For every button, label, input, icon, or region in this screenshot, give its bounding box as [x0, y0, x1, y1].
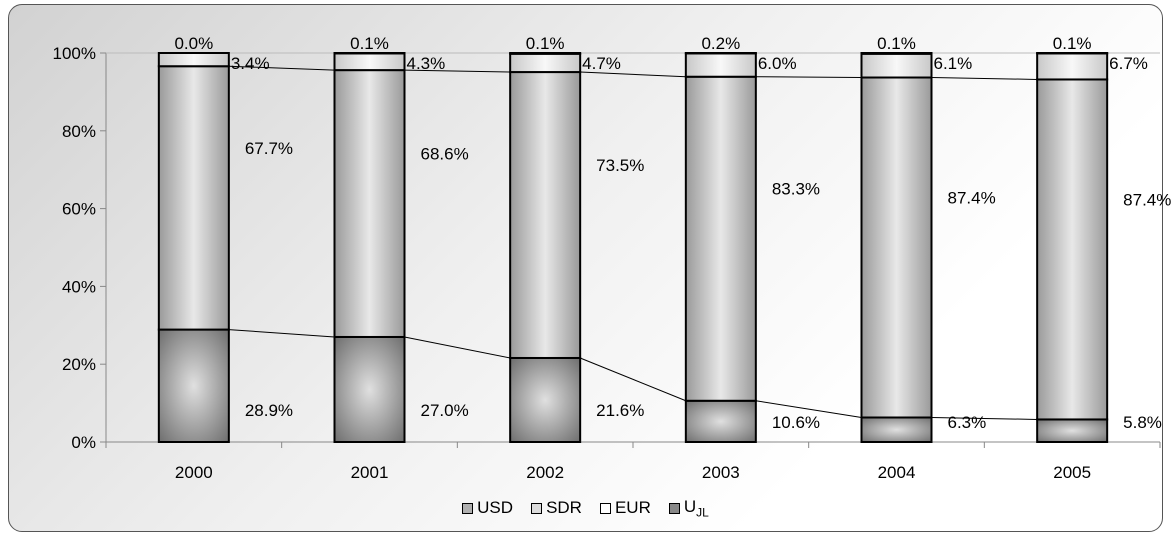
y-tick-label: 40% — [62, 277, 96, 296]
legend-item: UJL — [668, 497, 709, 520]
bar-u-j-l — [1036, 418, 1109, 443]
data-label-ujl: 10.6% — [772, 413, 820, 432]
data-label-ujl: 21.6% — [596, 401, 644, 420]
data-label-sdr: 6.7% — [1109, 54, 1148, 73]
x-tick-label: 2004 — [878, 463, 916, 482]
data-label-eur: 0.1% — [350, 34, 389, 53]
bar-usd — [333, 69, 406, 338]
data-label-usd: 73.5% — [596, 156, 644, 175]
x-tick-label: 2005 — [1053, 463, 1091, 482]
data-label-eur: 0.1% — [1053, 34, 1092, 53]
bar-sdr — [157, 52, 230, 68]
series-line-usd — [580, 71, 686, 78]
bar-u-j-l — [684, 399, 757, 443]
series-line-ujl — [755, 400, 862, 418]
bar-sdr — [333, 52, 406, 72]
legend-swatch — [462, 502, 474, 514]
data-label-eur: 0.1% — [877, 34, 916, 53]
bar-sdr — [1036, 52, 1109, 81]
data-label-sdr: 6.0% — [758, 54, 797, 73]
bar-usd — [1036, 78, 1109, 421]
data-label-ujl: 28.9% — [245, 401, 293, 420]
x-tick-label: 2001 — [351, 463, 389, 482]
legend-item: SDR — [531, 497, 582, 519]
data-label-usd: 83.3% — [772, 180, 820, 199]
data-label-sdr: 6.1% — [934, 54, 973, 73]
series-line-ujl — [579, 357, 687, 402]
y-tick-label: 100% — [53, 44, 96, 63]
y-tick-label: 20% — [62, 355, 96, 374]
x-tick-label: 2003 — [702, 463, 740, 482]
series-line-usd — [931, 77, 1038, 80]
bar-u-j-l — [509, 356, 582, 444]
y-tick-label: 0% — [71, 433, 96, 452]
data-label-eur: 0.1% — [526, 34, 565, 53]
data-label-eur: 0.0% — [174, 34, 213, 53]
y-tick-label: 60% — [62, 200, 96, 219]
y-tick-label: 80% — [62, 122, 96, 141]
legend-label: EUR — [614, 498, 651, 518]
data-label-usd: 87.4% — [1123, 190, 1171, 209]
bar-usd — [684, 75, 757, 402]
x-tick-label: 2000 — [175, 463, 213, 482]
series-line-ujl — [931, 416, 1038, 420]
bar-sdr — [684, 52, 757, 78]
series-line-usd — [404, 69, 511, 73]
x-tick-label: 2002 — [526, 463, 564, 482]
data-label-sdr: 4.7% — [582, 54, 621, 73]
legend-swatch — [531, 502, 543, 514]
bar-u-j-l — [157, 328, 230, 444]
data-label-ujl: 27.0% — [421, 401, 469, 420]
bar-usd — [509, 71, 582, 359]
data-label-eur: 0.2% — [701, 34, 740, 53]
legend-label: USD — [477, 498, 514, 518]
data-label-ujl: 5.8% — [1123, 413, 1162, 432]
legend-item: USD — [462, 497, 513, 519]
legend: USD SDR EUR UJL — [0, 497, 1171, 519]
data-label-sdr: 3.4% — [231, 54, 270, 73]
series-line-usd — [228, 65, 335, 71]
bar-sdr — [860, 52, 933, 79]
series-line-ujl — [404, 336, 511, 359]
legend-item: EUR — [599, 497, 651, 519]
data-label-usd: 68.6% — [421, 145, 469, 164]
legend-label: SDR — [546, 498, 582, 518]
data-label-sdr: 4.3% — [407, 54, 446, 73]
bar-u-j-l — [333, 335, 406, 443]
legend-label: UJL — [683, 497, 709, 520]
data-label-usd: 87.4% — [948, 189, 996, 208]
series-line-usd — [755, 76, 862, 79]
bar-eur — [860, 52, 933, 55]
legend-label-subscript: JL — [696, 505, 709, 520]
data-label-ujl: 6.3% — [948, 413, 987, 432]
data-label-usd: 67.7% — [245, 139, 293, 158]
legend-swatch — [668, 502, 680, 514]
series-line-ujl — [228, 329, 335, 338]
bar-eur — [509, 52, 582, 55]
bar-sdr — [509, 52, 582, 74]
bar-usd — [157, 65, 230, 331]
legend-swatch — [599, 502, 611, 514]
bar-usd — [860, 76, 933, 419]
bar-u-j-l — [860, 416, 933, 444]
